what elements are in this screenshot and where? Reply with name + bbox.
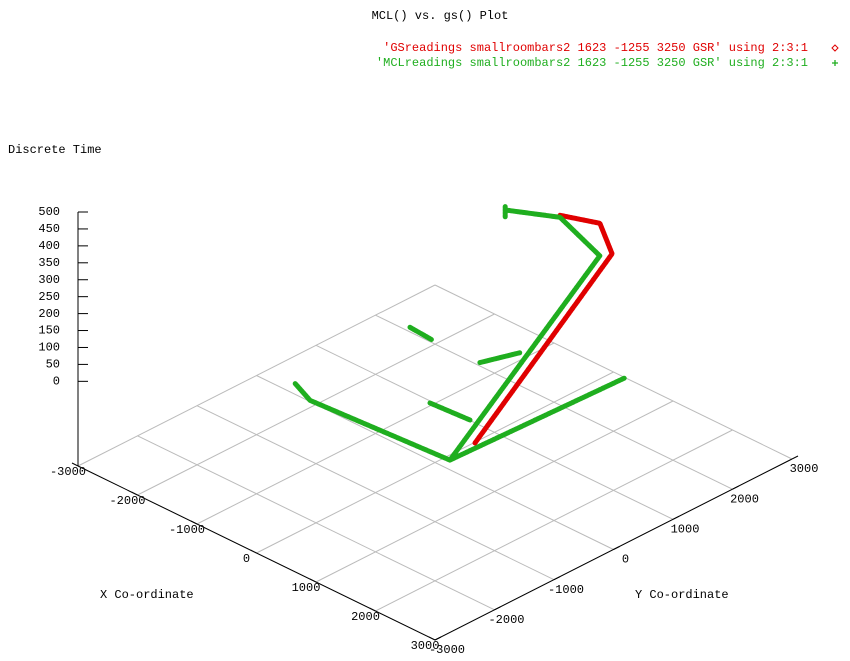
x-tick-label: 1000 xyxy=(292,581,321,595)
y-tick-label: -2000 xyxy=(488,613,524,627)
x-tick-label: 0 xyxy=(243,552,250,566)
y-tick-label: 0 xyxy=(622,553,629,567)
x-tick-label: 2000 xyxy=(351,610,380,624)
legend-label: 'GSreadings smallroombars2 1623 -1255 32… xyxy=(383,41,808,55)
z-tick-label: 500 xyxy=(38,205,60,219)
y-tick-label: 2000 xyxy=(730,492,759,506)
z-axis-label: Discrete Time xyxy=(8,143,102,157)
z-tick-label: 0 xyxy=(53,375,60,389)
z-tick-label: 300 xyxy=(38,273,60,287)
z-tick-label: 400 xyxy=(38,239,60,253)
grid-line xyxy=(315,344,674,520)
legend-marker xyxy=(832,60,838,66)
z-tick-label: 350 xyxy=(38,256,60,270)
y-tick-label: 1000 xyxy=(671,523,700,537)
grid-line xyxy=(196,405,555,581)
y-tick-mark xyxy=(791,455,799,460)
x-tick-label: -2000 xyxy=(109,494,145,508)
x-tick-mark xyxy=(71,462,79,467)
legend-label: 'MCLreadings smallroombars2 1623 -1255 3… xyxy=(376,56,808,70)
series-track xyxy=(292,204,627,463)
legend-marker xyxy=(831,44,839,52)
x-axis-label: X Co-ordinate xyxy=(100,588,194,602)
x-tick-label: -1000 xyxy=(169,523,205,537)
chart-title: MCL() vs. gs() Plot xyxy=(372,9,509,23)
y-tick-label: -1000 xyxy=(548,583,584,597)
x-tick-label: -3000 xyxy=(50,465,86,479)
grid-line xyxy=(137,435,495,611)
grid-line xyxy=(434,284,793,460)
z-tick-label: 200 xyxy=(38,307,60,321)
z-tick-label: 450 xyxy=(38,222,60,236)
y-axis-label: Y Co-ordinate xyxy=(635,588,729,602)
z-tick-label: 150 xyxy=(38,324,60,338)
x-tick-label: 3000 xyxy=(411,639,440,653)
series-track xyxy=(472,212,615,446)
z-tick-label: 100 xyxy=(38,341,60,355)
base-edge xyxy=(77,458,793,641)
z-tick-label: 250 xyxy=(38,290,60,304)
y-tick-label: 3000 xyxy=(790,462,819,476)
grid-line xyxy=(375,314,733,490)
z-tick-label: 50 xyxy=(46,358,60,372)
y-tick-label: -3000 xyxy=(429,643,465,656)
